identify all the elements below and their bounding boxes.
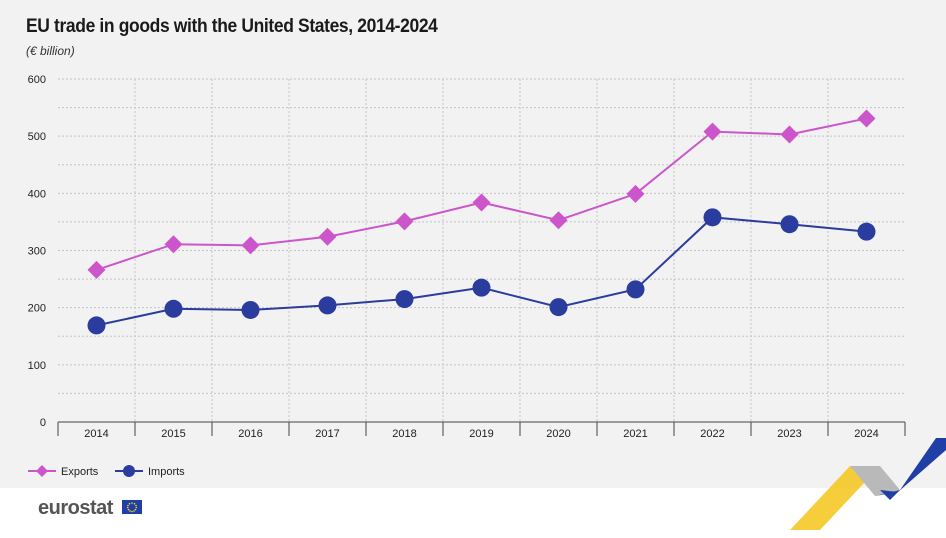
data-point-imports <box>241 300 260 319</box>
y-tick-label: 600 <box>28 74 46 86</box>
chart-panel <box>0 0 946 488</box>
data-point-exports <box>472 193 491 212</box>
data-point-imports <box>318 296 337 315</box>
data-point-exports <box>87 260 106 279</box>
x-tick-label: 2021 <box>623 428 647 440</box>
data-point-imports <box>703 208 722 227</box>
legend-label-imports: Imports <box>148 466 185 478</box>
data-point-imports <box>472 278 491 297</box>
x-tick-label: 2022 <box>700 428 724 440</box>
data-point-exports <box>857 109 876 128</box>
y-tick-label: 0 <box>40 417 46 429</box>
legend-label-exports: Exports <box>61 466 99 478</box>
eu-flag-icon <box>122 500 142 514</box>
x-tick-label: 2015 <box>161 428 185 440</box>
eurostat-logo: eurostat <box>38 497 113 519</box>
data-point-exports <box>549 211 568 230</box>
x-tick-label: 2017 <box>315 428 339 440</box>
data-point-exports <box>318 227 337 246</box>
corner-decoration <box>790 438 946 530</box>
data-point-imports <box>549 298 568 317</box>
x-tick-label: 2023 <box>777 428 801 440</box>
y-tick-label: 300 <box>28 246 46 258</box>
x-tick-label: 2016 <box>238 428 262 440</box>
data-point-exports <box>164 235 183 254</box>
data-point-exports <box>241 236 260 255</box>
data-point-exports <box>703 122 722 141</box>
data-point-imports <box>857 222 876 241</box>
grid <box>58 78 905 422</box>
data-point-exports <box>395 212 414 231</box>
x-tick-label: 2020 <box>546 428 570 440</box>
y-tick-label: 400 <box>28 188 46 200</box>
legend: Exports Imports <box>28 465 185 478</box>
y-tick-label: 500 <box>28 131 46 143</box>
line-chart: 2014 2015 2016 2017 2018 2019 2020 2021 2022 2023… <box>28 74 906 478</box>
x-tick-label: 2014 <box>84 428 108 440</box>
data-point-imports <box>780 215 799 234</box>
data-point-imports <box>164 299 183 318</box>
y-tick-label: 100 <box>28 360 46 372</box>
legend-marker-exports <box>36 465 48 477</box>
axes: 2014 2015 2016 2017 2018 2019 2020 2021 2022 2023… <box>28 74 906 440</box>
legend-marker-imports <box>123 465 135 477</box>
data-point-exports <box>626 184 645 203</box>
data-point-exports <box>780 125 799 144</box>
x-tick-label: 2018 <box>392 428 416 440</box>
data-point-imports <box>87 316 106 335</box>
x-tick-label: 2019 <box>469 428 493 440</box>
x-tick-label: 2024 <box>854 428 878 440</box>
chart-subtitle: (€ billion) <box>26 44 75 58</box>
data-point-imports <box>395 290 414 309</box>
series <box>87 109 876 335</box>
data-point-imports <box>626 280 645 299</box>
chart-title: EU trade in goods with the United States… <box>26 16 438 37</box>
y-tick-label: 200 <box>28 303 46 315</box>
